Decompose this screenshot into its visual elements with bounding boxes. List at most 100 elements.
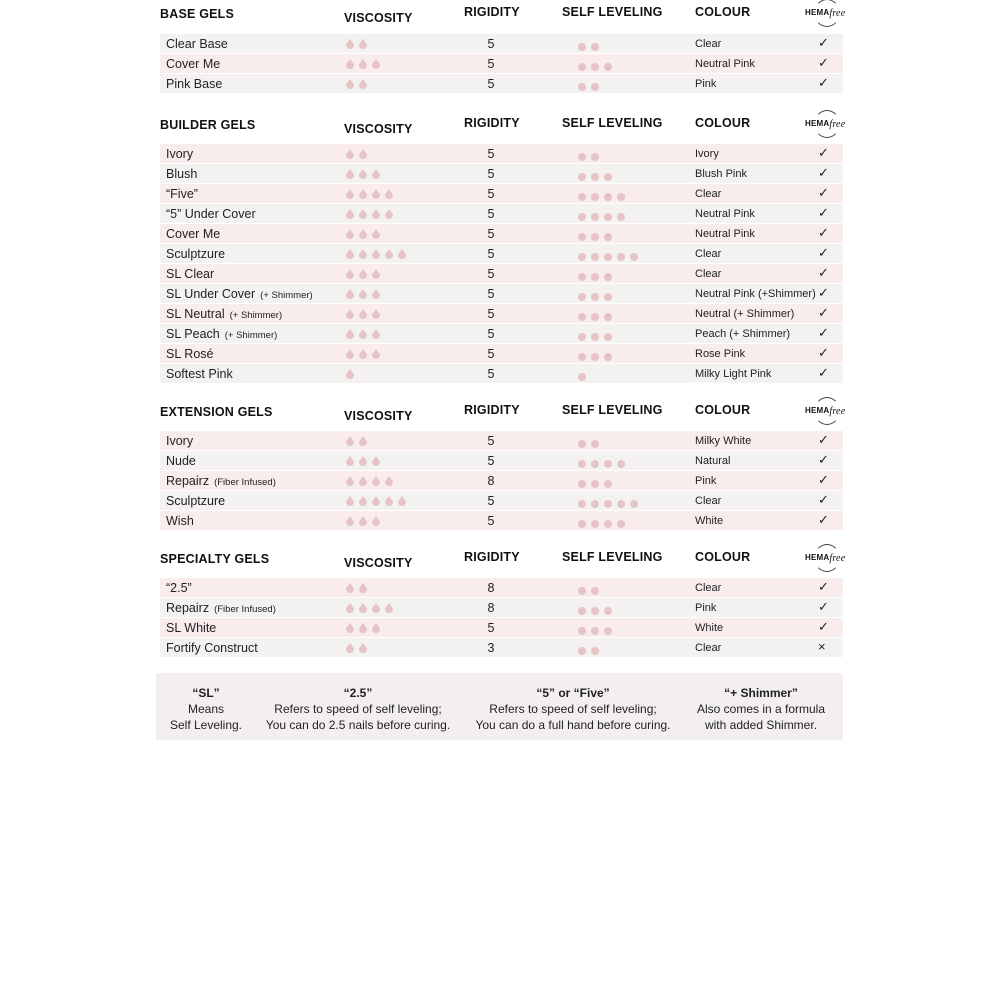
logo-text: HEMA free <box>804 553 846 564</box>
logo-text: HEMA free <box>804 406 846 417</box>
product-name: Blush <box>166 167 198 181</box>
column-header-self_leveling: SELF LEVELING <box>562 403 663 417</box>
dot-icon <box>591 607 599 615</box>
legend-line: You can do a full hand before curing. <box>475 718 671 732</box>
dot-icon <box>578 273 586 281</box>
colour-value: Clear <box>695 582 722 594</box>
column-header-viscosity: VISCOSITY <box>344 122 413 136</box>
product-name: SL Under Cover (+ Shimmer) <box>166 287 313 301</box>
self-leveling-rating <box>578 370 591 384</box>
table-row: SL White 5 White ✓ <box>160 618 843 637</box>
product-name: SL White <box>166 621 217 635</box>
droplet-icon <box>346 79 354 89</box>
colour-value: Milky Light Pink <box>695 368 772 380</box>
viscosity-rating <box>346 495 411 509</box>
column-header-colour: COLOUR <box>695 5 751 19</box>
colour-value: Clear <box>695 642 722 654</box>
product-name: Cover Me <box>166 57 221 71</box>
rigidity-value: 5 <box>487 434 495 448</box>
viscosity-rating <box>346 38 372 52</box>
table-row: Repairz (Fiber Infused) 8 Pink ✓ <box>160 471 843 490</box>
droplet-icon <box>359 329 367 339</box>
legend-line: with added Shimmer. <box>704 718 818 732</box>
dot-icon <box>591 153 599 161</box>
dot-icon <box>591 500 599 508</box>
rigidity-value: 5 <box>487 347 495 361</box>
viscosity-rating <box>346 208 398 222</box>
dot-icon <box>604 213 612 221</box>
dot-icon <box>591 313 599 321</box>
hema-free-logo: HEMA free <box>804 110 850 138</box>
dot-icon <box>604 520 612 528</box>
product-name: Repairz (Fiber Infused) <box>166 601 276 615</box>
legend-footer: “SL” Means Self Leveling. “2.5” Refers to s… <box>156 673 843 740</box>
droplet-icon <box>346 269 354 279</box>
self-leveling-rating <box>578 497 643 511</box>
droplet-icon <box>372 349 380 359</box>
droplet-icon <box>346 149 354 159</box>
check-icon: ✓ <box>818 245 829 260</box>
viscosity-rating <box>346 188 398 202</box>
rigidity-value: 5 <box>487 621 495 635</box>
rigidity-value: 5 <box>487 327 495 341</box>
self-leveling-rating <box>578 310 617 324</box>
dot-icon <box>630 253 638 261</box>
column-header-self_leveling: SELF LEVELING <box>562 116 663 130</box>
droplet-icon <box>359 39 367 49</box>
colour-value: Clear <box>695 495 722 507</box>
product-name: SL Clear <box>166 267 215 281</box>
check-icon: ✓ <box>818 579 829 594</box>
viscosity-rating <box>346 228 385 242</box>
colour-value: Rose Pink <box>695 348 746 360</box>
table-row: SL Clear 5 Clear ✓ <box>160 264 843 283</box>
dot-icon <box>591 520 599 528</box>
legend-five: “5” or “Five” Refers to speed of self lev… <box>466 685 680 733</box>
dot-icon <box>604 63 612 71</box>
viscosity-rating <box>346 148 372 162</box>
droplet-icon <box>359 603 367 613</box>
legend-line: Also comes in a formula <box>696 702 826 716</box>
self-leveling-rating <box>578 60 617 74</box>
colour-value: Peach (+ Shimmer) <box>695 328 791 340</box>
legend-line: Refers to speed of self leveling; <box>274 702 442 716</box>
product-name: Ivory <box>166 147 194 161</box>
colour-value: Neutral (+ Shimmer) <box>695 308 795 320</box>
check-icon: ✓ <box>818 35 829 50</box>
check-icon: ✓ <box>818 599 829 614</box>
droplet-icon <box>372 603 380 613</box>
dot-icon <box>578 440 586 448</box>
dot-icon <box>591 460 599 468</box>
colour-value: Neutral Pink <box>695 208 755 220</box>
colour-value: Clear <box>695 248 722 260</box>
rigidity-value: 5 <box>487 454 495 468</box>
product-name: Ivory <box>166 434 194 448</box>
dot-icon <box>604 273 612 281</box>
droplet-icon <box>372 269 380 279</box>
product-name: “2.5” <box>166 581 192 595</box>
rigidity-value: 5 <box>487 247 495 261</box>
check-icon: ✓ <box>818 452 829 467</box>
check-icon: ✓ <box>818 305 829 320</box>
check-icon: ✓ <box>818 145 829 160</box>
dot-icon <box>604 460 612 468</box>
dot-icon <box>604 333 612 341</box>
droplet-icon <box>346 436 354 446</box>
dot-icon <box>578 153 586 161</box>
table-row: Nude 5 Natural ✓ <box>160 451 843 470</box>
droplet-icon <box>372 456 380 466</box>
column-header-rigidity: RIGIDITY <box>464 116 520 130</box>
viscosity-rating <box>346 515 385 529</box>
self-leveling-rating <box>578 250 643 264</box>
dot-icon <box>591 627 599 635</box>
column-header-rigidity: RIGIDITY <box>464 5 520 19</box>
product-name: Softest Pink <box>166 367 233 381</box>
self-leveling-rating <box>578 290 617 304</box>
droplet-icon <box>385 189 393 199</box>
check-icon: ✓ <box>818 75 829 90</box>
column-header-self_leveling: SELF LEVELING <box>562 550 663 564</box>
legend-line: Self Leveling. <box>169 718 243 732</box>
dot-icon <box>578 647 586 655</box>
droplet-icon <box>346 369 354 379</box>
dot-icon <box>617 520 625 528</box>
droplet-icon <box>372 189 380 199</box>
